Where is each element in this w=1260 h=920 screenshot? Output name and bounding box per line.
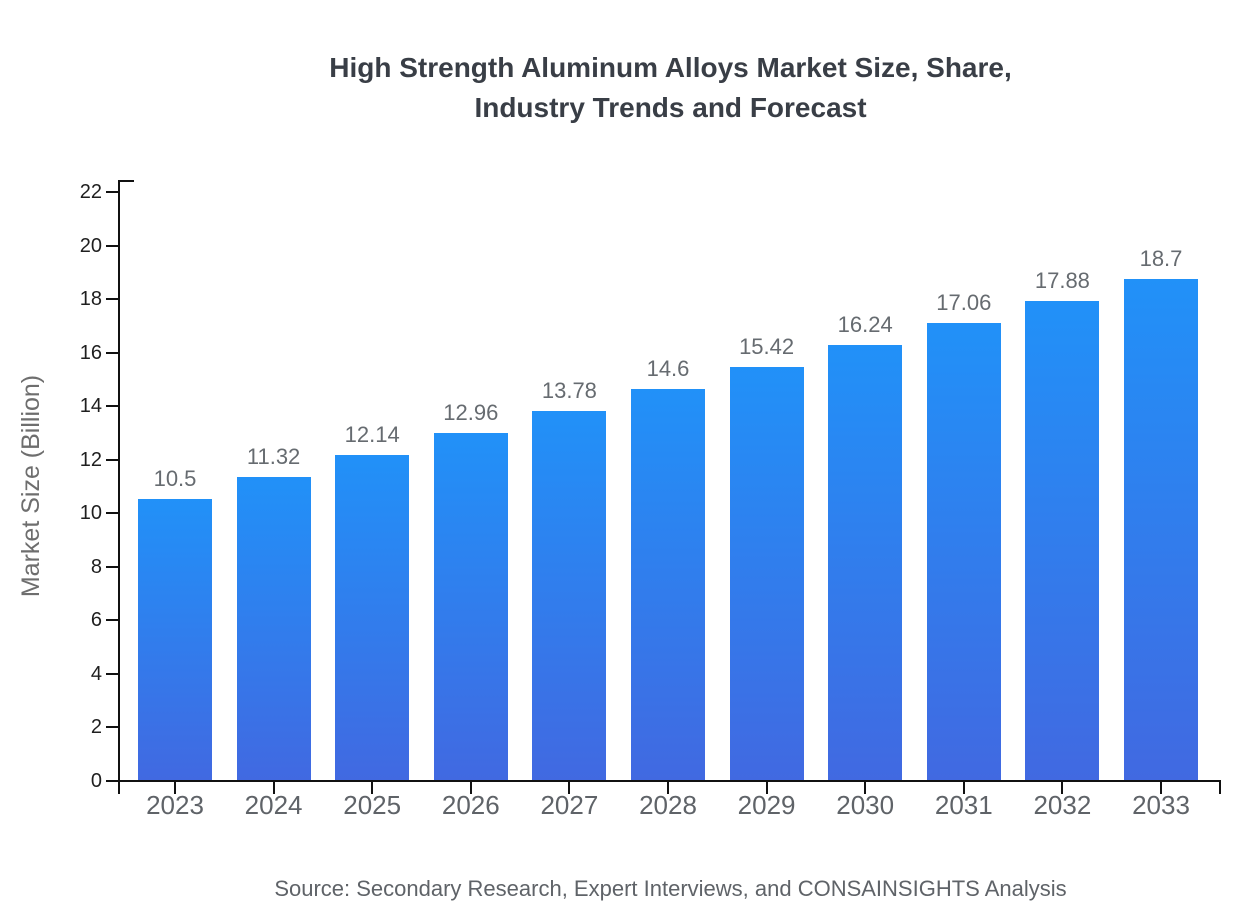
x-axis-tick xyxy=(469,782,472,794)
x-tick-label: 2032 xyxy=(1033,790,1092,820)
x-axis-tick xyxy=(1061,782,1064,794)
y-axis-tick xyxy=(106,672,118,675)
bar-2024 xyxy=(236,476,311,780)
y-axis-tick xyxy=(106,191,118,193)
source-note: Source: Secondary Research, Expert Inter… xyxy=(274,876,1067,901)
bar-2028 xyxy=(631,389,705,780)
y-tick-label: 16 xyxy=(79,341,102,364)
x-axis-tick xyxy=(765,782,768,794)
bar-value-label: 15.42 xyxy=(739,334,795,360)
y-axis-tick xyxy=(106,298,118,301)
bar-value-label: 17.88 xyxy=(1034,268,1090,294)
y-tick-label: 18 xyxy=(79,288,102,311)
bar-2030 xyxy=(828,345,903,780)
bar-value-label: 11.32 xyxy=(246,443,301,469)
x-tick-label: 2027 xyxy=(540,790,599,820)
x-axis-end-cap xyxy=(1219,780,1221,794)
x-axis-tick xyxy=(568,782,571,794)
bar-value-label: 16.24 xyxy=(837,312,893,338)
y-tick-label: 12 xyxy=(79,448,102,471)
bar-2032 xyxy=(1025,301,1100,780)
x-axis-tick xyxy=(174,782,176,794)
x-axis-tick xyxy=(667,782,669,794)
y-tick-label: 22 xyxy=(79,181,102,203)
x-tick-label: 2030 xyxy=(836,790,895,820)
x-tick-label: 2025 xyxy=(343,790,402,820)
bar-2023 xyxy=(138,498,212,780)
y-axis-tick xyxy=(106,565,118,568)
bar-value-label: 10.5 xyxy=(153,465,197,491)
y-tick-label: 14 xyxy=(79,395,102,418)
y-axis-top-cap xyxy=(118,180,134,182)
x-axis-line xyxy=(118,780,1221,782)
bar-2025 xyxy=(335,454,410,780)
x-tick-label: 2023 xyxy=(146,790,204,820)
bar-value-label: 14.6 xyxy=(646,356,690,382)
x-axis-tick xyxy=(864,782,867,794)
y-tick-label: 0 xyxy=(90,770,102,792)
x-axis-tick xyxy=(272,782,275,794)
y-tick-label: 2 xyxy=(90,716,102,739)
bar-value-label: 12.96 xyxy=(443,400,499,426)
x-tick-label: 2026 xyxy=(441,790,500,820)
y-tick-label: 10 xyxy=(79,502,102,525)
chart-title-line-2: Industry Trends and Forecast xyxy=(474,92,867,123)
bar-2029 xyxy=(729,367,804,780)
x-tick-label: 2024 xyxy=(244,790,303,820)
x-tick-label: 2028 xyxy=(639,790,697,820)
x-tick-label: 2029 xyxy=(737,790,796,820)
x-tick-label: 2033 xyxy=(1132,790,1190,820)
y-axis-line xyxy=(118,180,120,782)
x-axis-tick xyxy=(1160,782,1162,794)
bar-2031 xyxy=(926,323,1001,780)
y-axis-tick xyxy=(106,512,118,515)
y-tick-label: 8 xyxy=(90,555,102,578)
bar-value-label: 13.78 xyxy=(541,378,597,404)
y-tick-label: 4 xyxy=(90,662,102,685)
y-axis-tick xyxy=(106,619,118,622)
bar-value-label: 18.7 xyxy=(1139,246,1183,272)
chart-title-line-1: High Strength Aluminum Alloys Market Siz… xyxy=(329,52,1012,83)
y-axis-tick xyxy=(106,726,118,729)
bar-value-label: 12.14 xyxy=(344,421,400,447)
y-axis-tick xyxy=(106,351,118,354)
y-axis-tick xyxy=(106,405,118,408)
chart-title: High Strength Aluminum Alloys Market Siz… xyxy=(120,48,1221,128)
x-tick-label: 2031 xyxy=(934,790,993,820)
bar-2033 xyxy=(1124,279,1198,780)
y-tick-label: 6 xyxy=(90,609,102,632)
y-axis-tick xyxy=(106,458,118,461)
y-axis-tick xyxy=(106,244,118,247)
x-axis-tick xyxy=(962,782,965,794)
x-axis-origin-tick xyxy=(118,782,120,794)
bar-2026 xyxy=(433,433,508,780)
bar-2027 xyxy=(532,411,607,780)
y-tick-label: 20 xyxy=(79,234,102,257)
y-axis-tick xyxy=(106,780,118,782)
bar-value-label: 17.06 xyxy=(936,290,992,316)
x-axis-tick xyxy=(371,782,374,794)
